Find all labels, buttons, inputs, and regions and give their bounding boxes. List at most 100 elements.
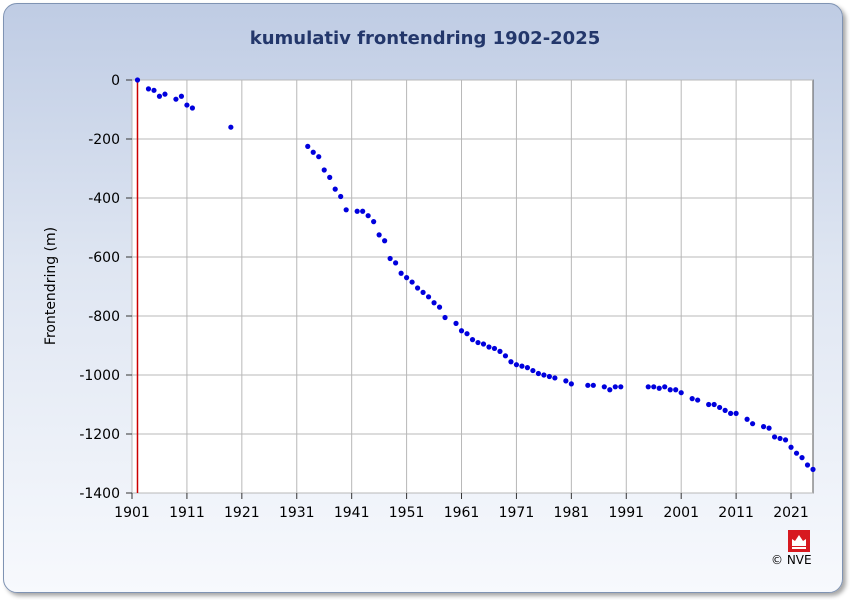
data-point <box>480 341 487 347</box>
copyright-text: © NVE <box>771 553 812 567</box>
data-point <box>310 149 316 155</box>
data-point <box>667 387 673 393</box>
data-point <box>425 294 432 300</box>
x-tick-label: 1961 <box>444 505 480 521</box>
data-point <box>354 208 360 214</box>
x-tick-label: 1981 <box>554 505 590 521</box>
data-point <box>387 255 393 262</box>
data-point <box>365 213 371 219</box>
x-tick-label: 2011 <box>718 505 754 521</box>
x-tick-label: 1971 <box>499 505 535 521</box>
data-point <box>766 425 772 431</box>
data-point <box>327 174 333 180</box>
data-point <box>453 320 459 326</box>
data-point <box>403 275 410 281</box>
y-tick-label: 0 <box>111 73 120 89</box>
data-point <box>508 359 514 365</box>
data-point <box>568 381 574 387</box>
data-point <box>689 396 695 402</box>
data-point <box>777 435 783 442</box>
x-axis-ticks: 1901 1911 1921 1931 1941 1951 1961 1971 1981 1991… <box>114 493 809 521</box>
x-tick-label: 1901 <box>114 505 150 521</box>
data-point <box>749 421 756 427</box>
data-point <box>524 365 531 371</box>
data-points <box>134 77 816 472</box>
x-tick-label: 1921 <box>224 505 260 521</box>
y-tick-label: -1400 <box>79 486 120 502</box>
data-point <box>184 102 190 108</box>
data-point <box>178 93 185 99</box>
data-point <box>162 91 168 97</box>
data-point <box>464 331 470 337</box>
grid-lines <box>131 79 813 494</box>
data-point <box>497 348 503 354</box>
data-point <box>590 382 596 388</box>
data-point <box>711 401 717 408</box>
data-point <box>771 434 778 440</box>
chart-title: kumulativ frontendring 1902-2025 <box>250 28 601 49</box>
x-tick-label: 1931 <box>279 505 315 521</box>
data-point <box>607 387 613 393</box>
data-point <box>145 86 152 92</box>
data-point <box>513 362 520 368</box>
data-point <box>321 167 327 173</box>
data-point <box>475 339 481 346</box>
data-point <box>651 384 657 390</box>
data-point <box>645 384 651 390</box>
data-point <box>788 444 794 450</box>
data-point <box>398 270 404 276</box>
data-point <box>585 382 591 388</box>
y-tick-label: -1000 <box>79 368 120 384</box>
data-point <box>486 344 492 350</box>
data-point <box>744 416 750 422</box>
data-point <box>799 455 805 461</box>
data-point <box>316 154 322 160</box>
data-point <box>706 401 712 408</box>
nve-logo-icon <box>788 530 810 552</box>
data-point <box>431 300 437 306</box>
data-point <box>343 207 349 213</box>
data-point <box>563 378 569 384</box>
data-point <box>733 410 739 416</box>
data-point <box>695 397 701 403</box>
data-point <box>618 384 624 390</box>
data-point <box>338 193 344 200</box>
data-point <box>656 385 662 391</box>
data-point <box>414 285 421 291</box>
data-point <box>722 407 728 413</box>
data-point <box>436 304 443 310</box>
data-point <box>662 384 668 390</box>
y-axis-label: Frontendring (m) <box>43 227 59 345</box>
data-point <box>332 186 338 192</box>
data-point <box>305 143 311 149</box>
x-tick-label: 2001 <box>663 505 699 521</box>
data-point <box>760 424 767 430</box>
data-point <box>393 260 399 266</box>
data-point <box>458 328 465 334</box>
data-point <box>151 87 157 93</box>
data-point <box>469 337 476 343</box>
y-tick-label: -200 <box>88 132 120 148</box>
data-point <box>382 238 388 244</box>
data-point <box>360 208 366 214</box>
data-point <box>810 466 816 472</box>
data-point <box>601 384 607 390</box>
data-point <box>530 367 536 374</box>
data-point <box>793 450 800 456</box>
data-point <box>189 105 196 111</box>
data-point <box>134 77 141 83</box>
plot-area <box>131 79 814 494</box>
data-point <box>782 437 789 443</box>
x-tick-label: 1941 <box>334 505 370 521</box>
data-point <box>541 372 547 378</box>
data-point <box>673 387 679 393</box>
data-point <box>502 353 509 359</box>
data-point <box>420 289 426 295</box>
data-point <box>228 124 234 130</box>
y-tick-label: -600 <box>88 250 120 266</box>
data-point <box>173 96 179 102</box>
data-point <box>804 462 811 468</box>
x-tick-label: 1951 <box>389 505 425 521</box>
data-point <box>717 404 723 411</box>
